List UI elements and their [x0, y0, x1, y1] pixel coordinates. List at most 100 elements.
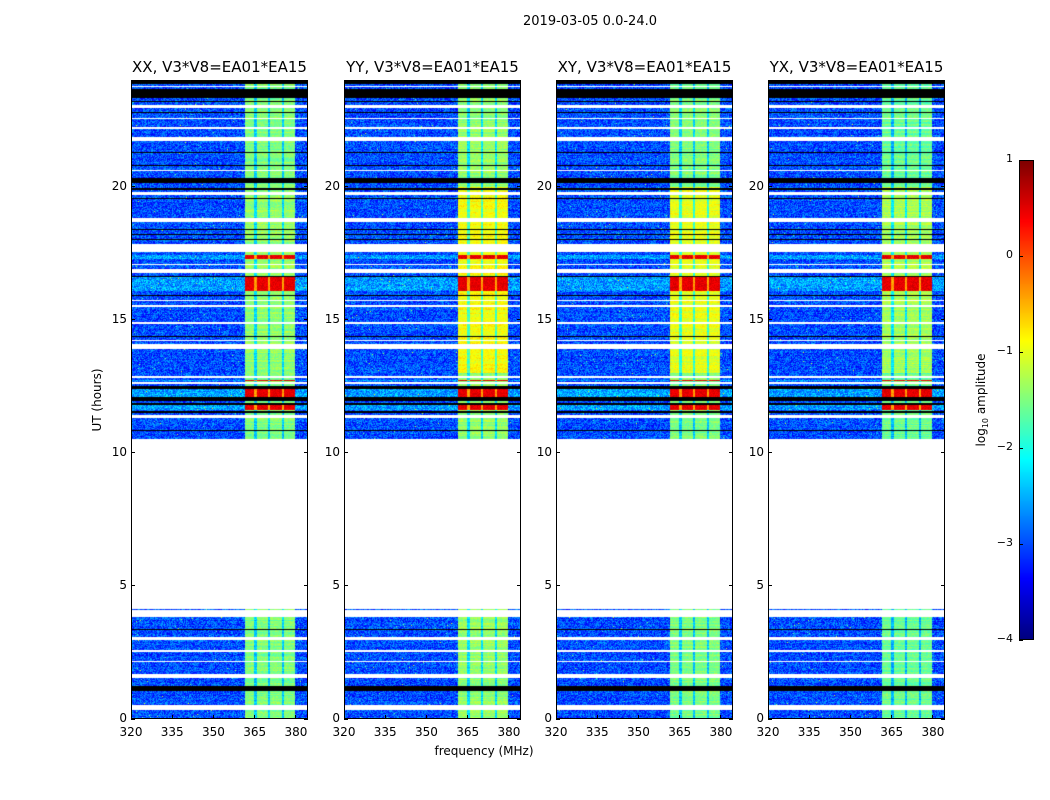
y-tick [304, 452, 308, 454]
x-tick-label: 365 [456, 725, 480, 739]
x-tick-label: 365 [880, 725, 904, 739]
y-tick [517, 186, 521, 187]
colorbar-tick [1019, 447, 1023, 449]
x-tick [891, 715, 893, 719]
y-tick [556, 718, 560, 720]
x-tick [295, 715, 297, 719]
colorbar-tick [1019, 255, 1023, 257]
y-tick [131, 186, 135, 187]
x-tick [425, 80, 427, 84]
y-tick [941, 718, 945, 720]
x-tick [254, 80, 256, 84]
x-tick [212, 715, 214, 719]
y-tick-label: 15 [748, 311, 764, 326]
x-tick [767, 80, 769, 84]
y-tick [556, 319, 560, 321]
x-tick-label: 335 [585, 725, 609, 739]
x-tick-label: 320 [119, 725, 143, 739]
colorbar-tick-label: −1 [996, 344, 1013, 357]
y-tick [556, 585, 560, 587]
x-tick-label: 365 [668, 725, 692, 739]
heatmap-panel-3 [768, 80, 945, 719]
x-tick-label: 380 [921, 725, 945, 739]
colorbar-label-suffix: amplitude [973, 353, 988, 418]
x-tick [467, 715, 469, 719]
y-tick-label: 0 [119, 711, 127, 725]
x-tick [254, 715, 256, 719]
y-tick [344, 319, 348, 321]
y-tick [517, 585, 521, 587]
x-tick [637, 715, 639, 719]
x-tick [384, 715, 386, 719]
colorbar-tick [1019, 159, 1023, 161]
x-tick [679, 80, 681, 84]
heatmap-image [557, 81, 732, 718]
x-tick [130, 80, 132, 84]
x-tick [555, 715, 557, 719]
y-tick [304, 319, 308, 321]
x-tick [343, 715, 345, 719]
x-tick [849, 80, 851, 84]
y-tick [131, 452, 135, 454]
x-tick [720, 715, 722, 719]
y-tick-label: 10 [536, 444, 552, 459]
y-tick [556, 186, 560, 187]
x-tick-label: 350 [839, 725, 862, 739]
y-tick [768, 186, 772, 187]
x-tick [384, 80, 386, 84]
y-tick [131, 585, 135, 587]
colorbar-gradient [1020, 161, 1033, 639]
x-tick [596, 715, 598, 719]
heatmap-panel-0 [131, 80, 308, 719]
y-tick-label: 5 [544, 577, 552, 592]
x-tick [849, 715, 851, 719]
x-tick [171, 715, 173, 719]
x-tick [508, 80, 510, 84]
x-tick [130, 715, 132, 719]
y-tick-label: 20 [111, 178, 127, 193]
y-tick-label: 10 [324, 444, 340, 459]
y-tick [768, 452, 772, 454]
y-tick [517, 319, 521, 321]
x-tick-label: 335 [797, 725, 821, 739]
x-tick-label: 320 [544, 725, 568, 739]
x-tick-label: 350 [627, 725, 650, 739]
y-tick-label: 0 [332, 711, 340, 725]
y-tick [517, 718, 521, 720]
y-tick-label: 15 [324, 311, 340, 326]
x-tick-label: 350 [415, 725, 438, 739]
colorbar-tick-label: −4 [996, 632, 1013, 645]
colorbar-label: log10 amplitude [974, 354, 990, 447]
y-tick-label: 0 [544, 711, 552, 725]
x-tick [295, 80, 297, 84]
x-tick [171, 80, 173, 84]
y-tick-label: 20 [748, 178, 764, 193]
y-tick-label: 20 [536, 178, 552, 193]
colorbar [1019, 160, 1034, 640]
y-tick [729, 585, 733, 587]
heatmap-image [345, 81, 520, 718]
y-tick [768, 319, 772, 321]
y-tick-label: 5 [119, 577, 127, 592]
y-tick-label: 15 [111, 311, 127, 326]
panel-title: YY, V3*V8=EA01*EA15 [346, 58, 519, 76]
x-tick-label: 320 [756, 725, 780, 739]
y-tick-label: 20 [324, 178, 340, 193]
colorbar-tick [1019, 543, 1023, 545]
y-tick [941, 319, 945, 321]
x-tick-label: 365 [243, 725, 267, 739]
panel-title: YX, V3*V8=EA01*EA15 [769, 58, 944, 76]
x-tick [767, 715, 769, 719]
y-tick-label: 0 [756, 711, 764, 725]
y-tick-label: 5 [332, 577, 340, 592]
x-tick-label: 335 [373, 725, 397, 739]
y-tick [344, 585, 348, 587]
y-tick [517, 452, 521, 454]
x-tick [891, 80, 893, 84]
x-tick [343, 80, 345, 84]
heatmap-panel-1 [344, 80, 521, 719]
x-tick [720, 80, 722, 84]
y-axis-label: UT (hours) [90, 368, 104, 432]
x-tick-label: 380 [709, 725, 733, 739]
y-tick [729, 452, 733, 454]
